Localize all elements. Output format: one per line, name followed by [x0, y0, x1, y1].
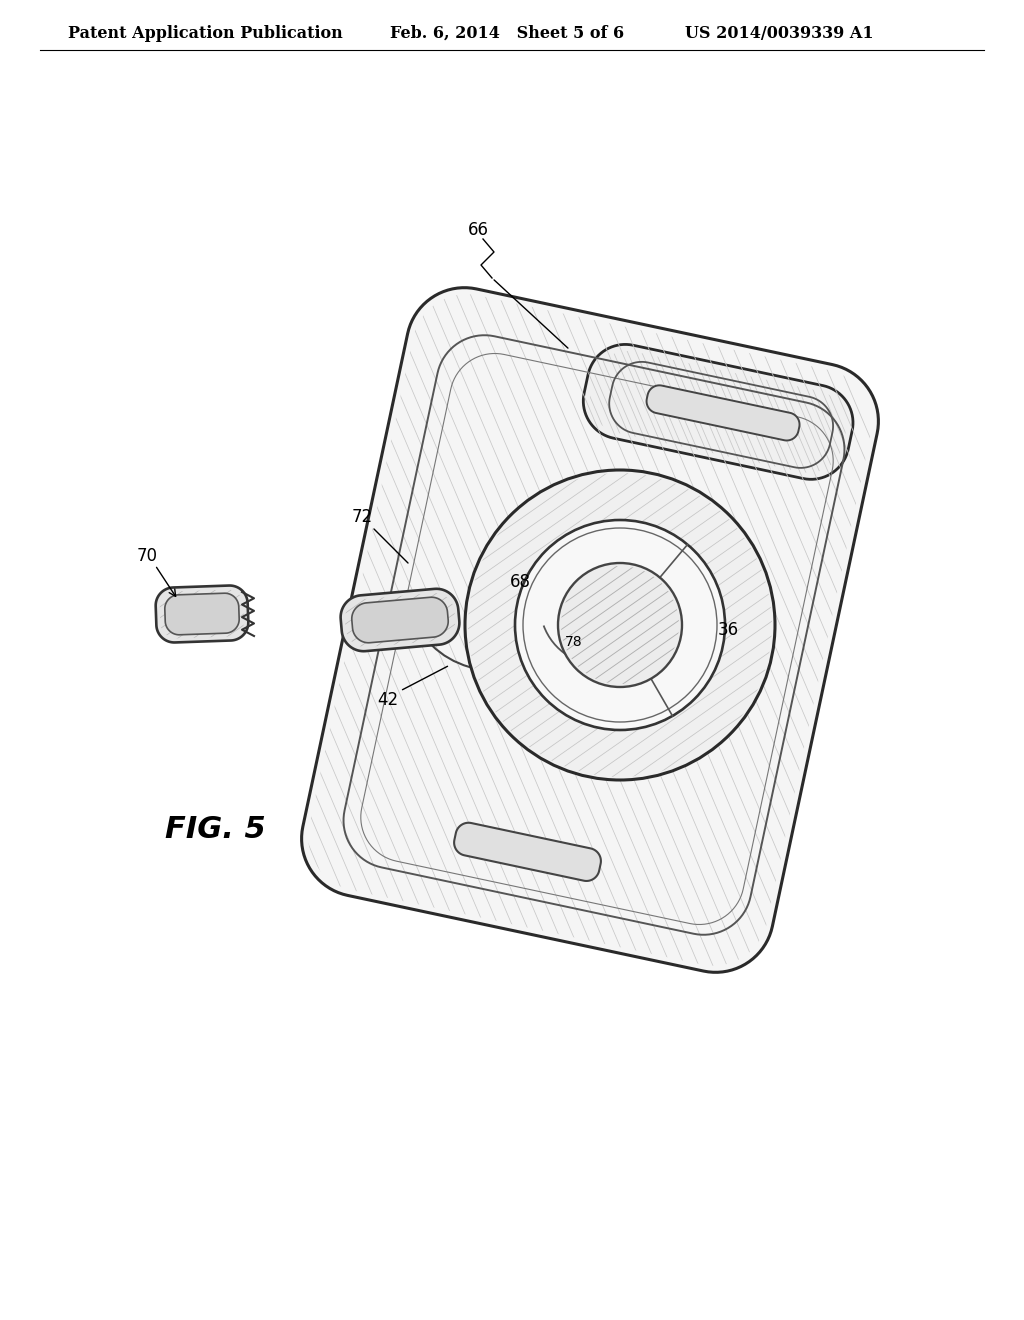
- Polygon shape: [646, 385, 800, 441]
- Text: 72: 72: [351, 508, 373, 525]
- Text: 36: 36: [718, 620, 738, 639]
- Polygon shape: [156, 586, 248, 643]
- Text: FIG. 5: FIG. 5: [165, 816, 265, 845]
- Text: 42: 42: [378, 690, 398, 709]
- Polygon shape: [584, 345, 853, 479]
- Polygon shape: [454, 822, 601, 880]
- Polygon shape: [165, 593, 240, 635]
- Text: US 2014/0039339 A1: US 2014/0039339 A1: [685, 25, 873, 41]
- Polygon shape: [352, 597, 449, 643]
- Polygon shape: [302, 288, 879, 973]
- Circle shape: [558, 564, 682, 686]
- Text: 68: 68: [510, 573, 530, 591]
- Text: 66: 66: [468, 220, 488, 239]
- Circle shape: [515, 520, 725, 730]
- Text: Feb. 6, 2014   Sheet 5 of 6: Feb. 6, 2014 Sheet 5 of 6: [390, 25, 624, 41]
- Text: 70: 70: [136, 546, 158, 565]
- Text: 78: 78: [565, 635, 583, 649]
- Polygon shape: [341, 589, 460, 651]
- Circle shape: [465, 470, 775, 780]
- Text: Patent Application Publication: Patent Application Publication: [68, 25, 343, 41]
